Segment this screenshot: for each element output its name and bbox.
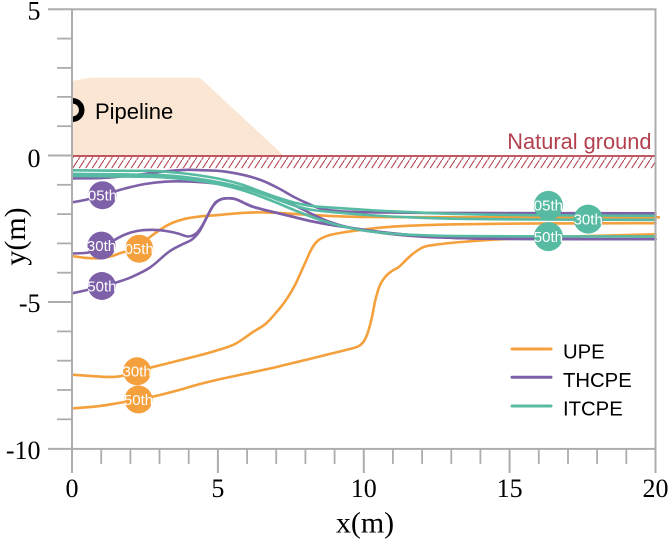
svg-text:05th: 05th bbox=[88, 188, 117, 205]
svg-text:ITCPE: ITCPE bbox=[563, 399, 623, 421]
svg-text:Pipeline: Pipeline bbox=[95, 99, 173, 124]
svg-text:05th: 05th bbox=[534, 198, 563, 215]
svg-text:50th: 50th bbox=[87, 278, 116, 295]
svg-text:20: 20 bbox=[643, 474, 669, 503]
svg-text:x(m): x(m) bbox=[336, 507, 394, 540]
svg-text:0: 0 bbox=[28, 144, 41, 173]
svg-text:05th: 05th bbox=[125, 241, 154, 258]
svg-text:THCPE: THCPE bbox=[563, 370, 632, 392]
svg-text:5: 5 bbox=[28, 0, 41, 26]
svg-text:15: 15 bbox=[497, 474, 523, 503]
svg-text:UPE: UPE bbox=[563, 342, 605, 364]
svg-text:50th: 50th bbox=[124, 392, 153, 409]
svg-text:30th: 30th bbox=[574, 211, 603, 228]
svg-text:10: 10 bbox=[351, 474, 377, 503]
svg-text:-10: -10 bbox=[6, 436, 41, 465]
svg-text:0: 0 bbox=[66, 474, 79, 503]
svg-text:30th: 30th bbox=[87, 238, 116, 255]
svg-text:50th: 50th bbox=[534, 229, 563, 246]
svg-text:5: 5 bbox=[211, 474, 224, 503]
svg-text:-5: -5 bbox=[19, 289, 41, 318]
svg-text:30th: 30th bbox=[122, 364, 151, 381]
svg-text:y(m): y(m) bbox=[0, 207, 32, 265]
svg-text:Natural ground: Natural ground bbox=[507, 129, 651, 154]
